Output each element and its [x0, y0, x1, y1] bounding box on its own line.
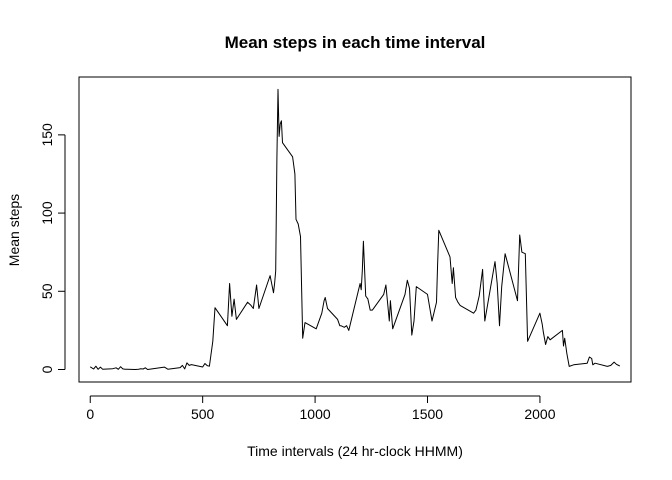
y-tick-label: 50 — [39, 283, 55, 299]
y-tick-label: 150 — [39, 123, 55, 147]
y-axis-label: Mean steps — [6, 194, 22, 266]
x-tick-label: 1000 — [300, 406, 331, 422]
x-axis-label: Time intervals (24 hr-clock HHMM) — [247, 443, 463, 459]
y-tick-label: 0 — [39, 365, 55, 373]
x-tick-label: 1500 — [412, 406, 443, 422]
x-tick-label: 2000 — [524, 406, 555, 422]
plot-frame — [78, 76, 632, 383]
x-tick-label: 500 — [191, 406, 215, 422]
x-tick-label: 0 — [86, 406, 94, 422]
chart-title: Mean steps in each time interval — [225, 33, 486, 52]
series-line-mean-steps — [89, 88, 621, 370]
y-tick-label: 100 — [39, 201, 55, 225]
x-axis: 0 500 1000 1500 2000 — [86, 395, 556, 422]
y-axis: 0 50 100 150 — [39, 123, 66, 373]
